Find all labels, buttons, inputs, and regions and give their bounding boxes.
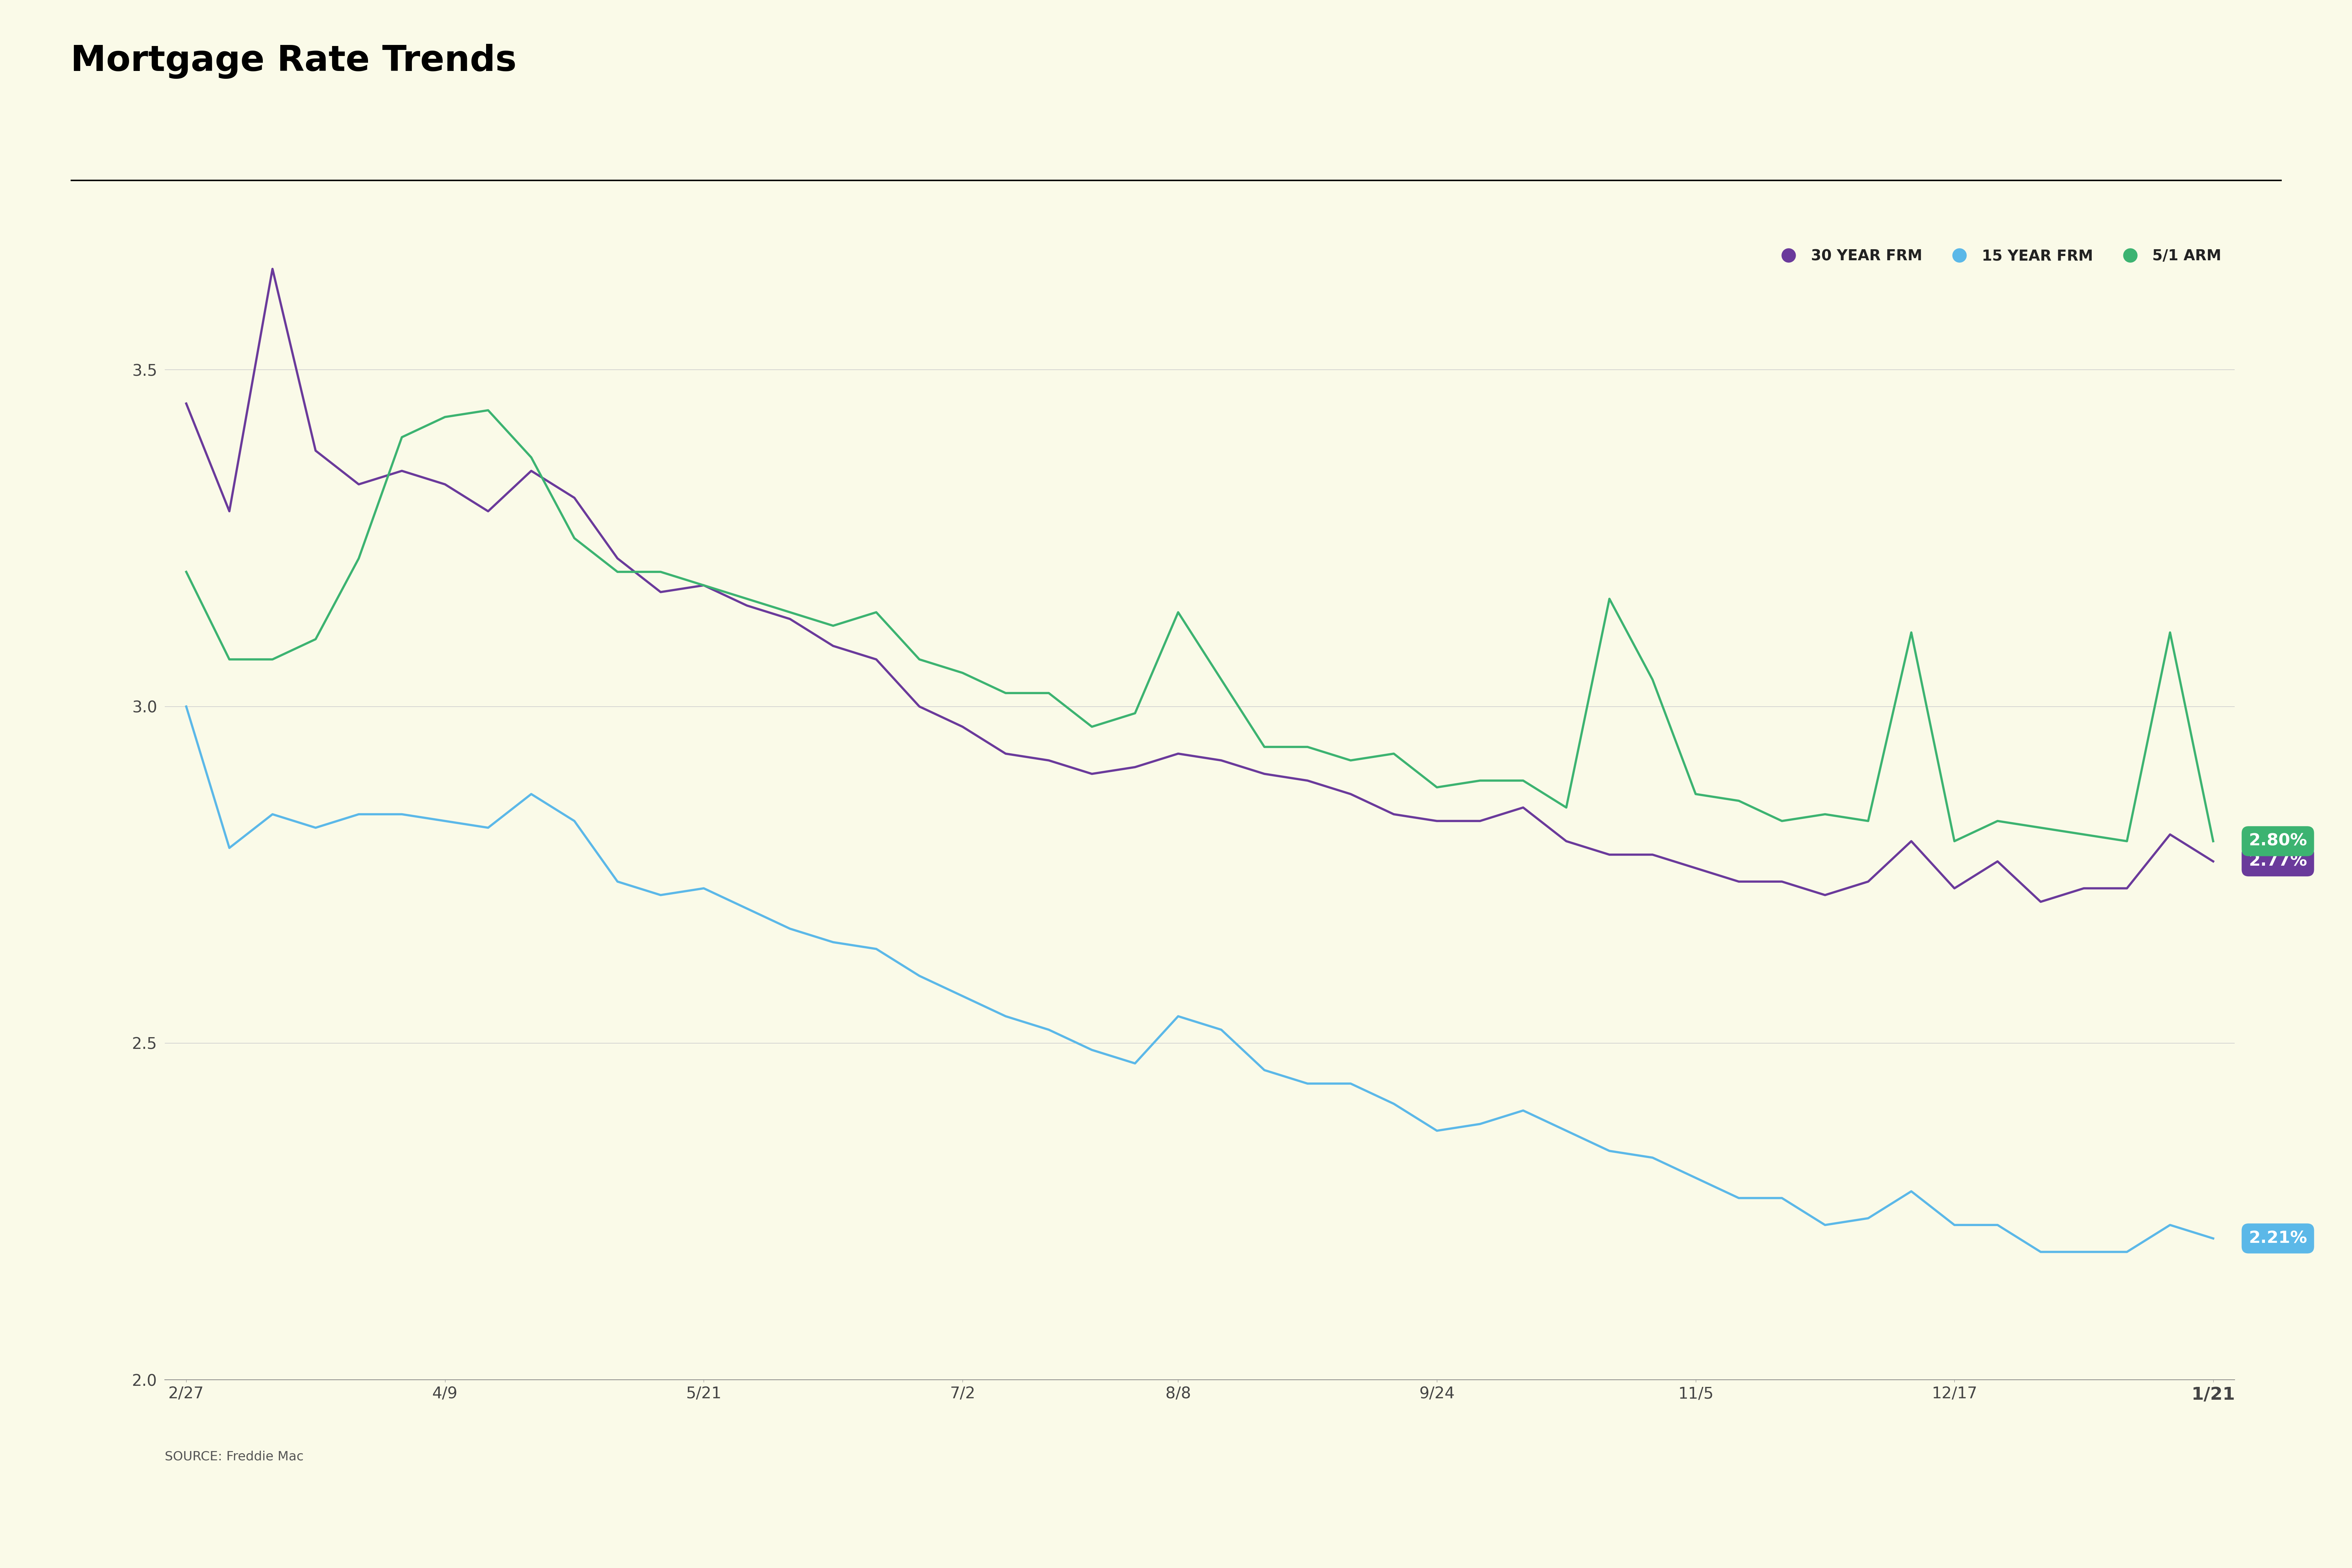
Text: 2.77%: 2.77%: [2249, 853, 2307, 869]
Text: SOURCE: Freddie Mac: SOURCE: Freddie Mac: [165, 1450, 303, 1463]
Text: Mortgage Rate Trends: Mortgage Rate Trends: [71, 44, 517, 78]
Text: 2.21%: 2.21%: [2249, 1231, 2307, 1247]
Text: 2.80%: 2.80%: [2249, 833, 2307, 850]
Legend: 30 YEAR FRM, 15 YEAR FRM, 5/1 ARM: 30 YEAR FRM, 15 YEAR FRM, 5/1 ARM: [1769, 243, 2227, 270]
